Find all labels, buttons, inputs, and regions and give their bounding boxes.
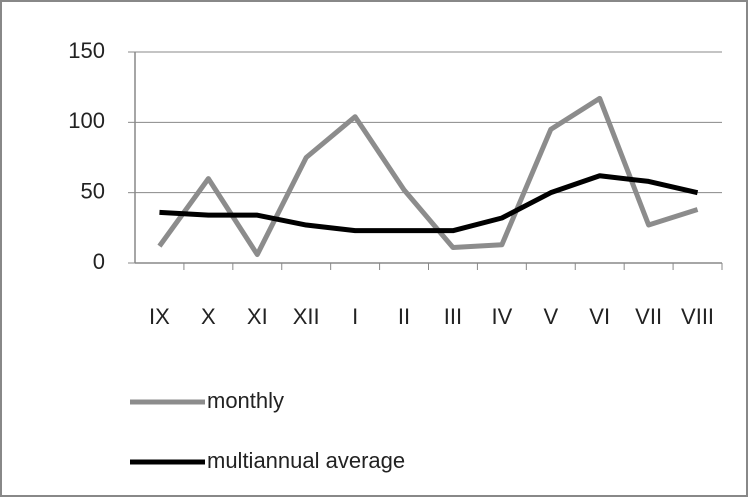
- x-tick-label: II: [398, 304, 410, 329]
- x-tick-label: I: [352, 304, 358, 329]
- y-tick-label: 0: [93, 249, 105, 274]
- y-tick-label: 150: [68, 38, 105, 63]
- x-tick-label: IX: [149, 304, 170, 329]
- legend-label: multiannual average: [207, 448, 405, 473]
- series-line: [159, 173, 699, 234]
- x-tick-label: V: [543, 304, 558, 329]
- y-tick-label: 50: [81, 178, 105, 203]
- x-tick-label: X: [201, 304, 216, 329]
- x-tick-label: IV: [491, 304, 512, 329]
- x-tick-label: XI: [247, 304, 268, 329]
- x-tick-label: VIII: [681, 304, 714, 329]
- x-tick-label: VI: [589, 304, 610, 329]
- x-tick-label: XII: [293, 304, 320, 329]
- x-tick-label: III: [444, 304, 462, 329]
- x-tick-label: VII: [635, 304, 662, 329]
- legend-label: monthly: [207, 388, 284, 413]
- y-tick-label: 100: [68, 108, 105, 133]
- series-line: [157, 95, 699, 258]
